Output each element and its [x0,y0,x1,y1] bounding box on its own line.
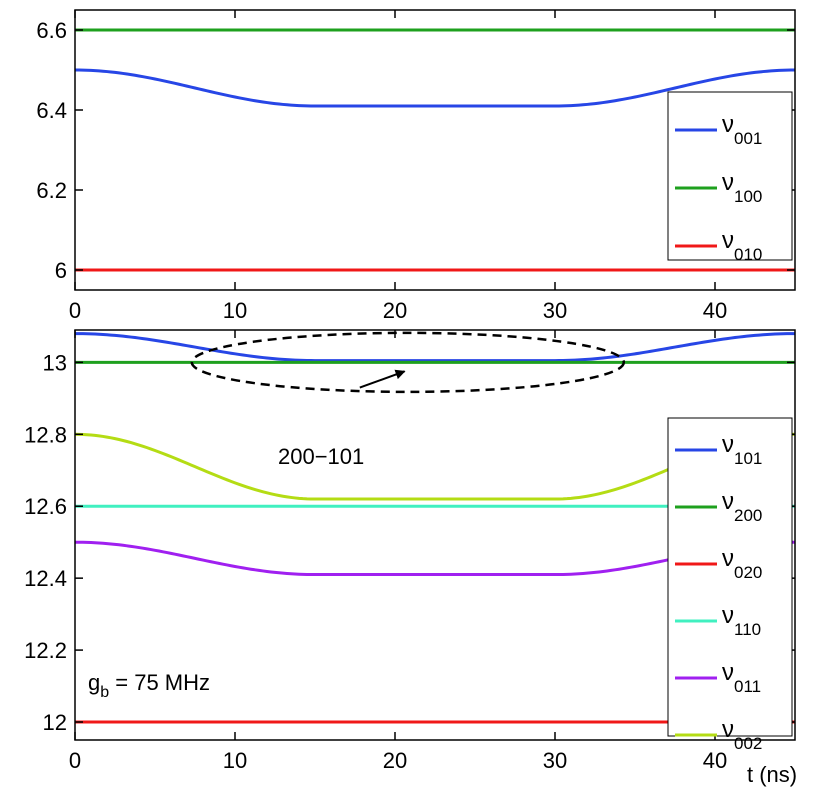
annotation-ellipse [190,331,626,394]
x-tick-label: 30 [543,298,567,323]
bottom-annotations: 200−101 gb = 75 MHz [88,331,626,701]
top-series-group [75,28,795,272]
bottom-panel: 0 10 20 30 40 12 12.2 12.4 12.6 12.8 13 200−101 gb… [24,329,797,787]
legend-symbol: ν [722,488,734,515]
coupling-sub: b [100,684,109,701]
legend-label-020: ν020 [722,545,762,582]
top-legend-box [667,91,793,261]
x-tick-label: 0 [69,748,81,773]
annotation-arrow [359,369,406,389]
y-tick-label: 13 [43,350,67,375]
y-tick-label: 12.8 [24,422,67,447]
legend-subscript: 020 [734,563,762,582]
y-tick-label: 6.4 [36,98,67,123]
legend-symbol: ν [722,227,734,254]
legend-symbol: ν [722,169,734,196]
bottom-legend-box [667,417,793,737]
legend-subscript: 100 [734,187,762,206]
legend-symbol: ν [722,545,734,572]
y-tick-label: 6.6 [36,18,67,43]
y-tick-label: 12.6 [24,494,67,519]
x-tick-label: 0 [69,298,81,323]
legend-subscript: 001 [734,129,762,148]
series-line-001 [75,68,795,108]
series-line-101 [75,332,795,363]
coupling-value: = 75 MHz [109,670,210,695]
y-tick-label: 12.4 [24,566,67,591]
bottom-ticks: 0 10 20 30 40 12 12.2 12.4 12.6 12.8 13 [24,330,795,773]
y-tick-label: 6 [55,258,67,283]
legend-subscript: 010 [734,245,762,264]
x-tick-label: 10 [223,748,247,773]
y-tick-label: 12 [43,710,67,735]
legend-label-101: ν101 [722,431,762,468]
legend-label-010: ν010 [722,227,762,264]
legend-subscript: 002 [734,734,762,753]
x-tick-label: 40 [703,298,727,323]
legend-label-110: ν110 [722,602,761,639]
legend-symbol: ν [722,716,734,743]
top-axes-frame [74,9,796,291]
legend-subscript: 200 [734,506,762,525]
x-tick-label: 20 [383,298,407,323]
x-tick-label: 30 [543,748,567,773]
legend-symbol: ν [722,431,734,458]
legend-label-002: ν002 [722,716,762,753]
legend-subscript: 011 [734,677,761,696]
x-tick-label: 10 [223,298,247,323]
legend-subscript: 101 [734,449,762,468]
y-tick-label: 12.2 [24,638,67,663]
x-axis-label: t (ns) [747,762,797,787]
y-tick-label: 6.2 [36,178,67,203]
legend-subscript: 110 [734,620,761,639]
legend-label-200: ν200 [722,488,762,525]
legend-symbol: ν [722,111,734,138]
bottom-axes-frame [74,329,796,741]
legend-label-011: ν011 [722,659,761,696]
coupling-prefix: g [88,670,100,695]
x-tick-label: 20 [383,748,407,773]
legend-symbol: ν [722,659,734,686]
coupling-label: gb = 75 MHz [88,670,210,701]
annotation-label: 200−101 [278,444,364,469]
legend-symbol: ν [722,602,734,629]
legend-label-001: ν001 [722,111,762,148]
legend-label-100: ν100 [722,169,762,206]
x-tick-label: 40 [703,748,727,773]
